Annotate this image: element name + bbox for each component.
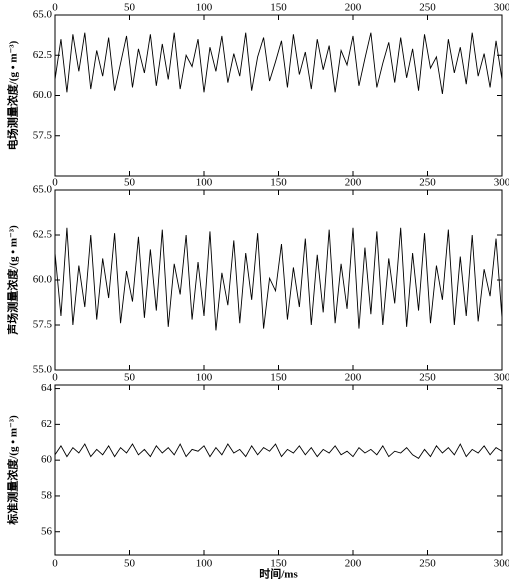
y-tick-label: 58 [41,489,53,501]
x-tick-label: 50 [124,372,136,384]
x-tick-label: 100 [196,2,213,14]
x-tick-label: 250 [419,558,436,570]
x-tick-label: 200 [345,558,362,570]
y-axis-label: 声场测量浓度/(g • m⁻³) [6,225,20,336]
x-tick-label: 150 [270,2,287,14]
y-tick-label: 60.0 [33,89,53,101]
y-tick-label: 60 [41,454,53,466]
x-axis-label: 时间/ms [259,567,298,581]
x-tick-label: 0 [52,558,58,570]
x-tick-label: 200 [345,2,362,14]
data-line [54,443,503,459]
x-tick-label: 150 [270,558,287,570]
y-tick-label: 62 [41,418,52,430]
plot-frame [54,14,503,177]
x-tick-label: 300 [494,177,509,189]
y-tick-label: 64 [41,382,53,394]
y-tick-label: 57.5 [33,129,53,141]
x-tick-label: 0 [52,177,58,189]
x-tick-label: 300 [494,2,509,14]
x-tick-label: 300 [494,372,509,384]
x-tick-label: 100 [196,372,213,384]
data-line [54,227,503,331]
y-tick-label: 60.0 [33,274,53,286]
x-tick-label: 150 [270,372,287,384]
x-tick-label: 50 [124,558,136,570]
y-tick-label: 65.0 [33,184,53,196]
y-axis-label: 标准测量浓度/(g • m⁻³) [6,415,20,526]
x-tick-label: 50 [124,177,136,189]
x-tick-label: 250 [419,177,436,189]
y-tick-label: 55.0 [33,364,53,376]
x-tick-label: 0 [52,372,58,384]
x-tick-label: 300 [494,558,509,570]
y-tick-label: 57.5 [33,319,53,331]
y-tick-label: 62.5 [33,229,53,241]
x-tick-label: 50 [124,2,136,14]
y-tick-label: 65.0 [33,9,53,21]
x-tick-label: 100 [196,177,213,189]
x-tick-label: 250 [419,372,436,384]
y-axis-label: 电场测量浓度/(g • m⁻³) [6,40,20,150]
x-tick-label: 100 [196,558,213,570]
data-line [54,32,503,94]
plot-frame [54,384,503,556]
x-tick-label: 200 [345,177,362,189]
x-tick-label: 150 [270,177,287,189]
y-tick-label: 56 [41,525,53,537]
x-tick-label: 0 [52,2,58,14]
x-tick-label: 250 [419,2,436,14]
y-tick-label: 62.5 [33,49,53,61]
x-tick-label: 200 [345,372,362,384]
